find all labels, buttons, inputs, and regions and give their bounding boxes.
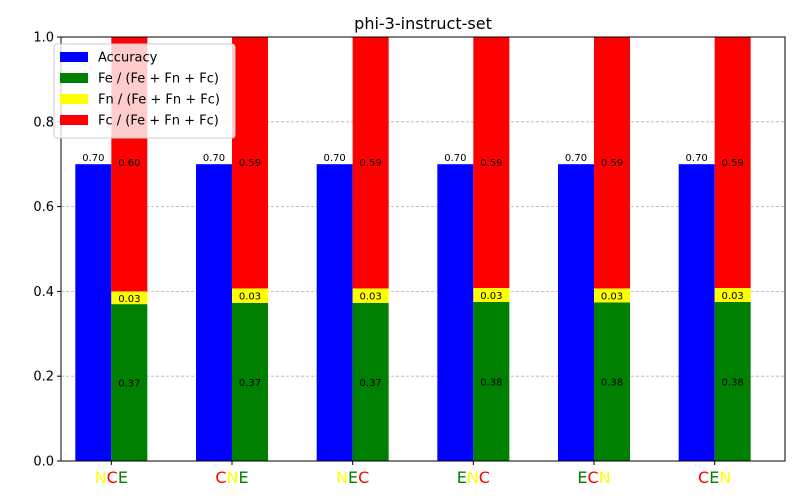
- data-label-fe: 0.37: [118, 379, 140, 390]
- legend-swatch: [60, 94, 88, 104]
- data-label-accuracy: 0.70: [444, 153, 466, 164]
- bar-fe: [352, 302, 389, 461]
- legend-label: Fc / (Fe + Fn + Fc): [98, 114, 219, 129]
- legend: Accuracy Fe / (Fe + Fn + Fc) Fn / (Fe + Fn…: [53, 43, 236, 139]
- data-label-fn: 0.03: [118, 294, 140, 305]
- x-tick-letter: N: [95, 468, 107, 487]
- bar-fc: [594, 37, 630, 289]
- data-labels: 0.70 0.37 0.03 0.60 0.70 0.37 0.03 0.59 0.70 0.37…: [82, 153, 744, 389]
- data-label-fc: 0.59: [601, 158, 623, 169]
- x-tick-letter: E: [709, 468, 719, 487]
- bar-fe: [473, 302, 510, 461]
- x-tick-label: CNE: [215, 468, 248, 487]
- x-tick-letter: N: [599, 468, 611, 487]
- x-tick-label: NCE: [95, 468, 128, 487]
- y-tick-label: 1.0: [33, 31, 54, 46]
- data-label-fn: 0.03: [480, 291, 502, 302]
- x-tick-label: NEC: [336, 468, 369, 487]
- bar-accuracy: [558, 164, 594, 461]
- x-tick-letter: C: [698, 468, 709, 487]
- chart-title: phi-3-instruct-set: [354, 14, 492, 33]
- x-tick-letter: E: [577, 468, 587, 487]
- bar-fn: [352, 288, 389, 303]
- x-tick-letter: C: [587, 468, 598, 487]
- x-axis: NCE CNE NEC ENC ECN CEN: [95, 461, 731, 487]
- data-label-fc: 0.59: [239, 158, 261, 169]
- x-tick-label: ECN: [577, 468, 610, 487]
- legend-swatch: [60, 52, 88, 62]
- data-label-fe: 0.37: [360, 378, 382, 389]
- data-label-accuracy: 0.70: [686, 153, 708, 164]
- x-tick-letter: E: [348, 468, 358, 487]
- legend-label: Accuracy: [98, 51, 158, 66]
- y-tick-label: 0.8: [33, 115, 54, 130]
- bar-fc: [473, 37, 510, 289]
- data-label-fc: 0.59: [360, 158, 382, 169]
- bar-fe: [111, 304, 148, 461]
- data-label-fn: 0.03: [601, 291, 623, 302]
- x-tick-letter: E: [239, 468, 249, 487]
- bar-fc: [352, 37, 389, 289]
- data-label-fn: 0.03: [722, 291, 744, 302]
- y-axis: 0.0 0.2 0.4 0.6 0.8 1.0: [33, 31, 61, 470]
- legend-swatch: [60, 73, 88, 83]
- data-label-accuracy: 0.70: [82, 153, 104, 164]
- x-tick-letter: N: [227, 468, 239, 487]
- bar-accuracy: [316, 164, 353, 461]
- x-tick-letter: C: [358, 468, 369, 487]
- bar-accuracy: [196, 164, 232, 461]
- bar-accuracy: [437, 164, 474, 461]
- x-tick-label: ENC: [457, 468, 490, 487]
- data-label-fc: 0.59: [722, 158, 744, 169]
- data-label-fe: 0.38: [480, 378, 502, 389]
- legend-label: Fn / (Fe + Fn + Fc): [98, 93, 220, 108]
- data-label-fc: 0.59: [480, 158, 502, 169]
- y-tick-label: 0.4: [33, 285, 54, 300]
- x-tick-letter: N: [467, 468, 479, 487]
- y-tick-label: 0.6: [33, 200, 54, 215]
- data-label-fe: 0.38: [722, 378, 744, 389]
- bar-fn: [714, 288, 751, 302]
- y-tick-label: 0.2: [33, 370, 54, 385]
- x-tick-letter: E: [457, 468, 467, 487]
- data-label-fn: 0.03: [239, 292, 261, 303]
- bar-fc: [714, 37, 751, 289]
- x-tick-letter: C: [479, 468, 490, 487]
- bar-accuracy: [75, 164, 112, 461]
- x-tick-letter: C: [107, 468, 118, 487]
- bar-fc: [232, 37, 268, 289]
- bars: [75, 37, 751, 461]
- data-label-fe: 0.38: [601, 378, 623, 389]
- bar-fe: [232, 302, 268, 461]
- x-tick-letter: C: [215, 468, 226, 487]
- bar-accuracy: [678, 164, 715, 461]
- bar-fn: [111, 291, 148, 305]
- bar-fe: [594, 302, 630, 461]
- x-tick-letter: E: [118, 468, 128, 487]
- data-label-accuracy: 0.70: [565, 153, 587, 164]
- data-label-fe: 0.37: [239, 378, 261, 389]
- data-label-fn: 0.03: [360, 292, 382, 303]
- legend-swatch: [60, 115, 88, 125]
- legend-box: [53, 43, 236, 139]
- legend-label: Fe / (Fe + Fn + Fc): [98, 72, 219, 87]
- data-label-accuracy: 0.70: [203, 153, 225, 164]
- bar-fn: [473, 288, 510, 302]
- y-tick-label: 0.0: [33, 455, 54, 470]
- bar-fe: [714, 302, 751, 461]
- x-tick-letter: N: [719, 468, 731, 487]
- plot-frame: [60, 36, 786, 462]
- x-tick-letter: N: [336, 468, 348, 487]
- data-label-accuracy: 0.70: [324, 153, 346, 164]
- bar-fn: [232, 288, 268, 303]
- x-tick-label: CEN: [698, 468, 731, 487]
- data-label-fc: 0.60: [118, 158, 140, 169]
- bar-fn: [594, 288, 630, 303]
